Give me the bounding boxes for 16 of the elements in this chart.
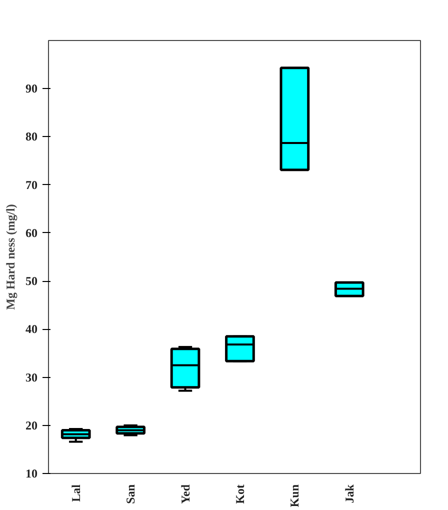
x-tick-label: Kun [288,484,302,508]
y-tick-label: 70 [26,178,38,192]
y-tick-label: 90 [26,82,38,96]
x-tick-label: Lal [68,484,83,502]
y-tick-label: 10 [26,466,38,480]
y-tick-label: 30 [26,370,38,384]
y-tick-label: 80 [26,130,38,144]
y-tick-label: 20 [26,418,38,432]
y-axis-title: Mg Hard ness (mg/l) [4,204,18,310]
x-tick-label: San [124,484,138,504]
y-tick-label: 50 [26,274,38,288]
y-tick-label: 60 [26,226,38,240]
x-tick-label: Yed [178,484,192,504]
y-tick-label: 40 [26,322,38,336]
x-tick-label: Kot [232,484,247,504]
x-tick-label: Jak [342,484,356,504]
